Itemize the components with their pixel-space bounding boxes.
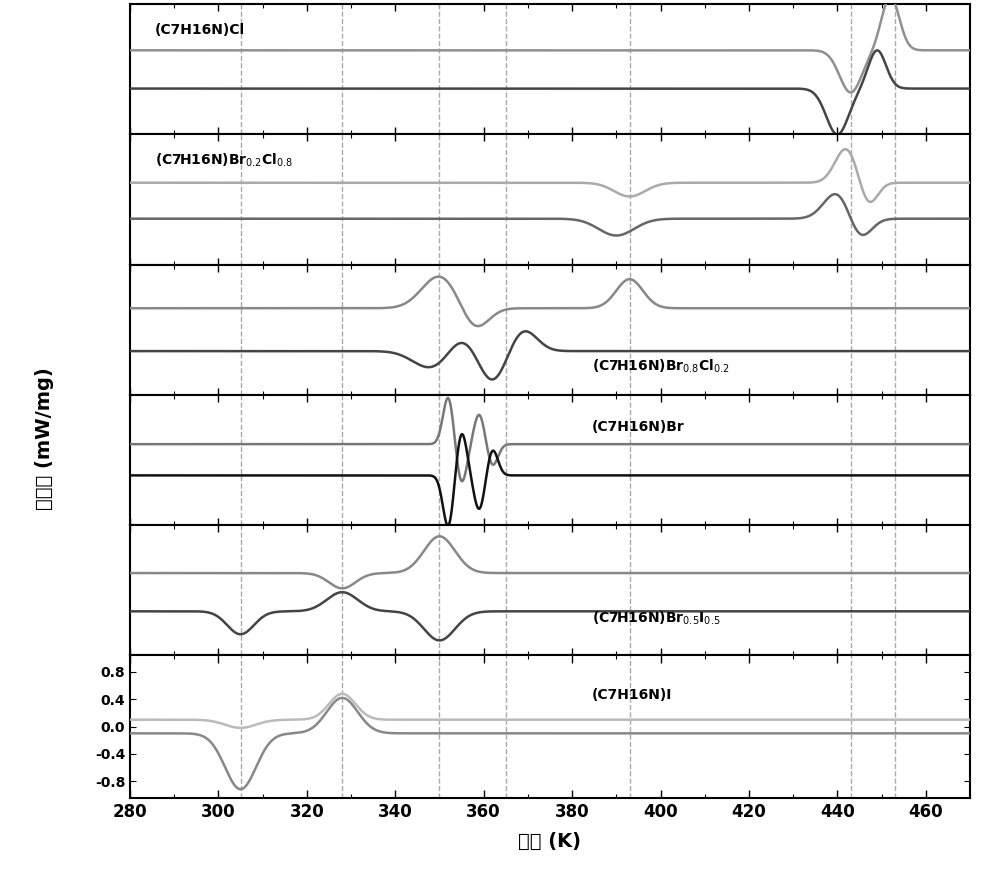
Text: 热流量 (mW/mg): 热流量 (mW/mg)	[35, 367, 54, 510]
Text: (C7H16N)I: (C7H16N)I	[592, 688, 672, 702]
Text: (C7H16N)Cl: (C7H16N)Cl	[155, 24, 245, 38]
Text: (C7H16N)Br$_{0.2}$Cl$_{0.8}$: (C7H16N)Br$_{0.2}$Cl$_{0.8}$	[155, 152, 293, 169]
Text: (C7H16N)Br$_{0.5}$I$_{0.5}$: (C7H16N)Br$_{0.5}$I$_{0.5}$	[592, 610, 721, 627]
Text: (C7H16N)Br$_{0.8}$Cl$_{0.2}$: (C7H16N)Br$_{0.8}$Cl$_{0.2}$	[592, 358, 729, 374]
Text: (C7H16N)Br: (C7H16N)Br	[592, 420, 685, 434]
X-axis label: 温度 (K): 温度 (K)	[518, 832, 582, 851]
